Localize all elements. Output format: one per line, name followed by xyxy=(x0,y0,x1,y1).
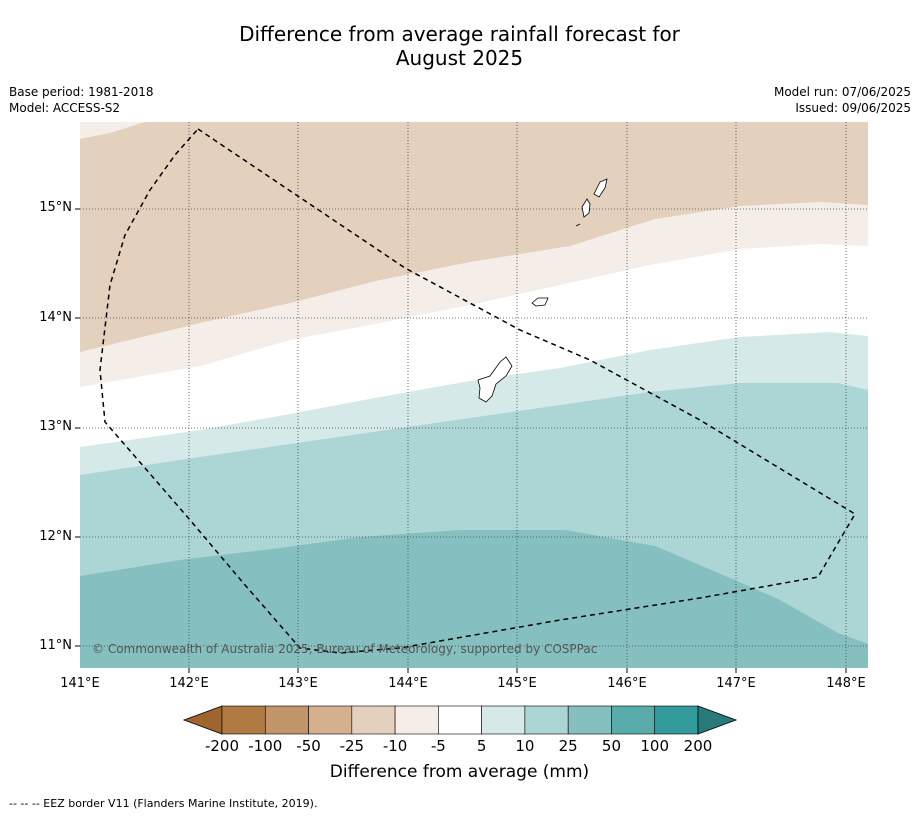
eez-legend-note: -- -- -- EEZ border V11 (Flanders Marine… xyxy=(9,797,318,810)
colorbar-tick-label: -100 xyxy=(248,737,283,755)
lat-label-15n: 15°N xyxy=(39,200,72,215)
copyright-text: © Commonwealth of Australia 2025, Bureau… xyxy=(92,642,597,656)
aguijan-island xyxy=(575,223,581,227)
colorbar xyxy=(182,705,738,735)
lat-label-12n: 12°N xyxy=(39,529,72,544)
colorbar-segment xyxy=(524,705,569,735)
colorbar-segment xyxy=(611,705,656,735)
colorbar-tick-label: -200 xyxy=(204,737,240,755)
base-period: Base period: 1981-2018 xyxy=(9,85,154,99)
lat-label-14n: 14°N xyxy=(39,310,72,325)
colorbar-tick-label: 200 xyxy=(683,737,713,755)
guam-island xyxy=(477,356,513,403)
colorbar-title: Difference from average (mm) xyxy=(329,762,590,782)
islands xyxy=(477,178,608,403)
colorbar-tick-label: -10 xyxy=(382,737,408,755)
graticule xyxy=(80,122,868,668)
colorbar-segment xyxy=(351,705,396,735)
lon-label-144e: 144°E xyxy=(388,676,428,691)
colorbar-tick-label: -50 xyxy=(296,737,321,755)
lat-label-13n: 13°N xyxy=(39,419,72,434)
tinian-island xyxy=(581,198,591,218)
title-line-1: Difference from average rainfall forecas… xyxy=(239,22,680,46)
rainfall-bands xyxy=(80,122,868,668)
meta-left: Base period: 1981-2018 Model: ACCESS-S2 xyxy=(9,84,154,116)
eez-border xyxy=(99,128,857,654)
colorbar-tick-label: 5 xyxy=(476,737,487,755)
map-title: Difference from average rainfall forecas… xyxy=(0,22,919,70)
title-line-2: August 2025 xyxy=(395,46,524,70)
colorbar-tick-label: 25 xyxy=(558,737,578,755)
lon-label-141e: 141°E xyxy=(60,676,100,691)
colorbar-segment xyxy=(221,705,266,735)
saipan-island xyxy=(593,178,608,198)
axis-ticks xyxy=(75,208,847,673)
colorbar-tick-label: -5 xyxy=(430,737,446,755)
band-minus25-minus10 xyxy=(80,122,868,352)
colorbar-extend-low xyxy=(182,705,223,735)
colorbar-segment xyxy=(654,705,699,735)
colorbar-tick-label: 10 xyxy=(515,737,535,755)
colorbar-segment xyxy=(567,705,612,735)
colorbar-tick-label: 100 xyxy=(640,737,670,755)
lon-label-148e: 148°E xyxy=(826,676,866,691)
lat-label-11n: 11°N xyxy=(39,638,72,653)
lon-label-142e: 142°E xyxy=(169,676,209,691)
colorbar-segment xyxy=(308,705,353,735)
colorbar-segment xyxy=(264,705,309,735)
colorbar-segment xyxy=(438,705,482,735)
model-run: Model run: 07/06/2025 xyxy=(773,85,911,99)
meta-right: Model run: 07/06/2025 Issued: 09/06/2025 xyxy=(774,84,911,116)
colorbar-extend-high xyxy=(697,705,738,735)
colorbar-tick-label: 50 xyxy=(601,737,621,755)
lon-label-145e: 145°E xyxy=(497,676,537,691)
colorbar-segment xyxy=(481,705,526,735)
colorbar-tick-label: -25 xyxy=(339,737,365,755)
model-name: Model: ACCESS-S2 xyxy=(9,101,121,115)
issued-date: Issued: 09/06/2025 xyxy=(795,101,911,115)
lon-label-143e: 143°E xyxy=(278,676,318,691)
lon-label-146e: 146°E xyxy=(607,676,647,691)
lon-label-147e: 147°E xyxy=(716,676,756,691)
colorbar-segment xyxy=(394,705,439,735)
rota-island xyxy=(531,297,549,307)
